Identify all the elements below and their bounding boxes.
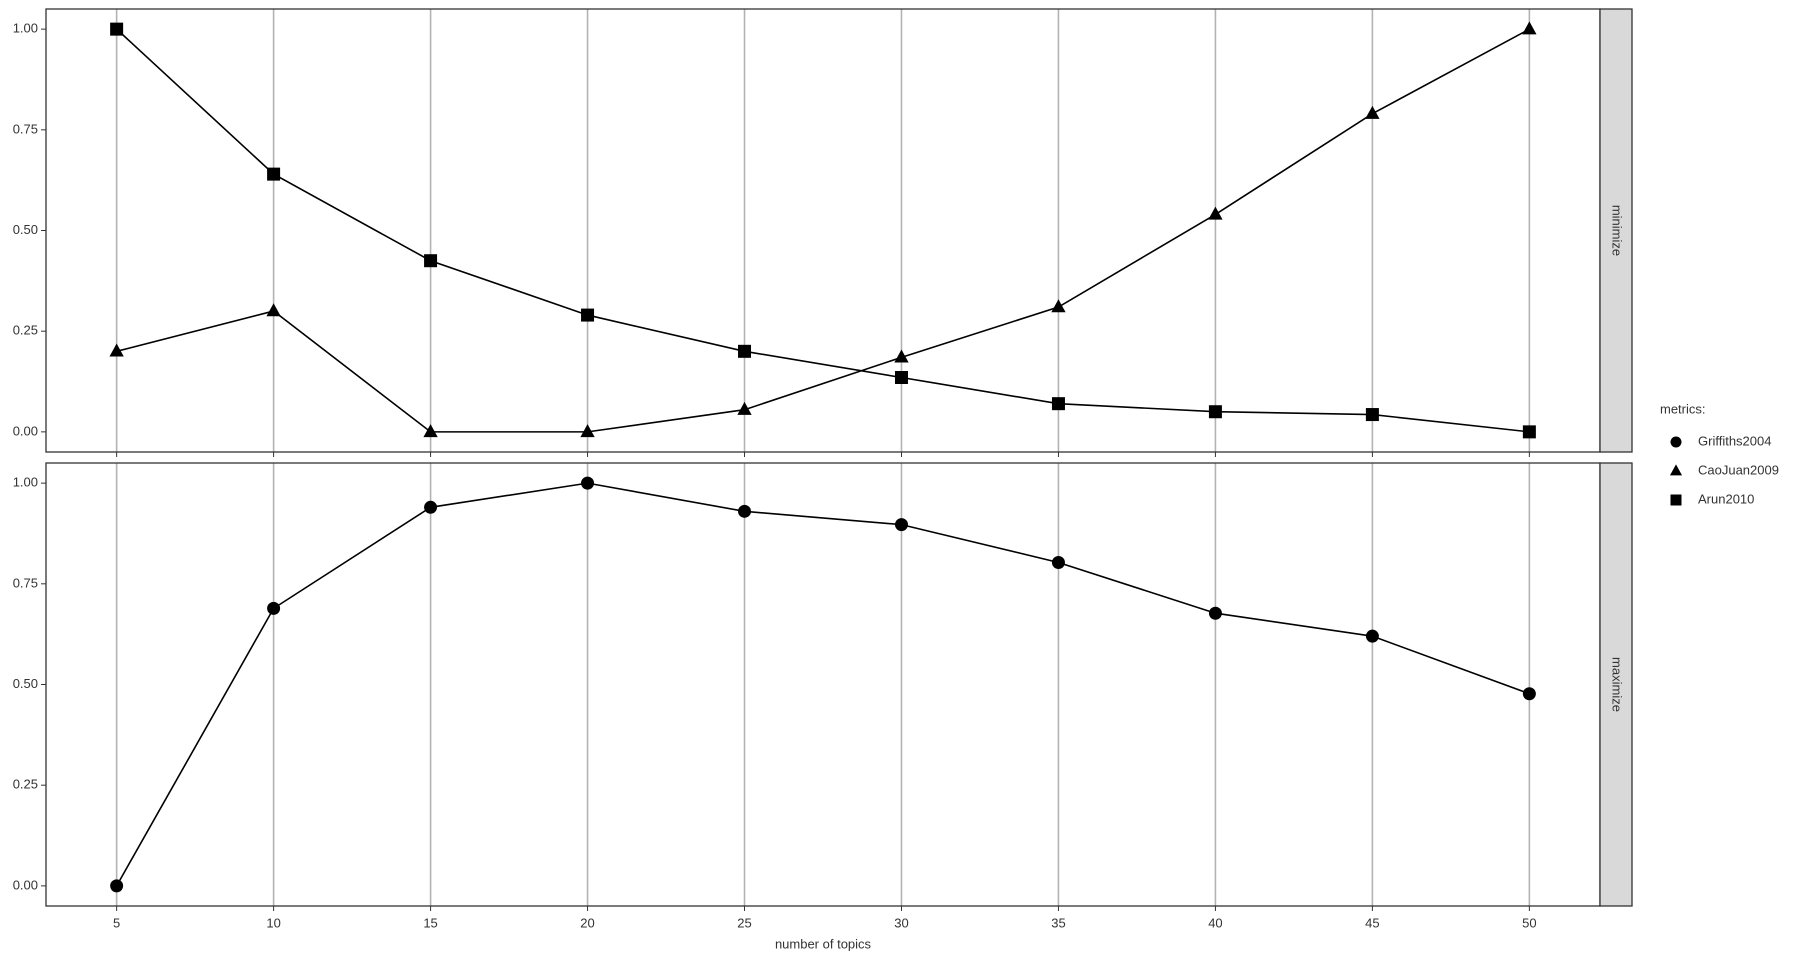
point [266, 303, 281, 317]
x-axis-title: number of topics [775, 936, 872, 951]
point [737, 401, 752, 415]
point [1522, 687, 1536, 701]
point [1051, 299, 1066, 313]
point [1208, 606, 1222, 620]
strip-label: minimize [1610, 205, 1625, 256]
line [115, 482, 1530, 887]
legend-marker [1670, 494, 1682, 506]
x-tick-label: 20 [580, 915, 594, 930]
point [580, 424, 595, 438]
x-tick-label: 25 [737, 915, 751, 930]
y-tick-label: 0.00 [13, 423, 38, 438]
x-tick-label: 15 [423, 915, 437, 930]
point [1051, 555, 1065, 569]
panel-background [46, 463, 1600, 906]
y-tick-label: 0.00 [13, 877, 38, 892]
point [1365, 408, 1379, 422]
point [424, 254, 438, 268]
legend-label: CaoJuan2009 [1698, 462, 1779, 477]
point [894, 370, 908, 384]
y-tick-label: 1.00 [13, 21, 38, 36]
x-tick-label: 5 [113, 915, 120, 930]
point [1365, 629, 1379, 643]
y-tick-label: 1.00 [13, 475, 38, 490]
point [109, 343, 124, 357]
point [1522, 21, 1537, 35]
point [1208, 206, 1223, 220]
point [894, 518, 908, 532]
point [894, 349, 909, 363]
legend-marker [1670, 436, 1682, 448]
legend-marker [1669, 464, 1683, 476]
strip [1599, 462, 1633, 907]
legend-label: Arun2010 [1698, 491, 1754, 506]
line [116, 28, 1530, 433]
y-tick-label: 0.50 [13, 222, 38, 237]
y-tick-label: 0.50 [13, 676, 38, 691]
legend-label: Griffiths2004 [1698, 433, 1771, 448]
point [424, 500, 438, 514]
point [423, 424, 438, 438]
y-tick-label: 0.75 [13, 575, 38, 590]
x-tick-label: 35 [1051, 915, 1065, 930]
point [110, 879, 124, 893]
point [581, 308, 595, 322]
line [116, 28, 1530, 433]
point [581, 476, 595, 490]
y-tick-label: 0.25 [13, 323, 38, 338]
point [110, 22, 124, 36]
strip [1599, 8, 1633, 453]
point [738, 344, 752, 358]
x-tick-label: 10 [266, 915, 280, 930]
strip-label: maximize [1610, 657, 1625, 712]
point [267, 167, 281, 181]
y-tick-label: 0.25 [13, 777, 38, 792]
x-tick-label: 30 [894, 915, 908, 930]
point [1365, 105, 1380, 119]
x-tick-label: 50 [1522, 915, 1536, 930]
x-tick-label: 40 [1208, 915, 1222, 930]
point [1051, 397, 1065, 411]
y-tick-label: 0.75 [13, 121, 38, 136]
panel-background [46, 9, 1600, 452]
x-tick-label: 45 [1365, 915, 1379, 930]
point [267, 601, 281, 615]
point [738, 504, 752, 518]
point [1522, 425, 1536, 439]
legend-title: metrics: [1660, 401, 1706, 416]
point [1208, 405, 1222, 419]
